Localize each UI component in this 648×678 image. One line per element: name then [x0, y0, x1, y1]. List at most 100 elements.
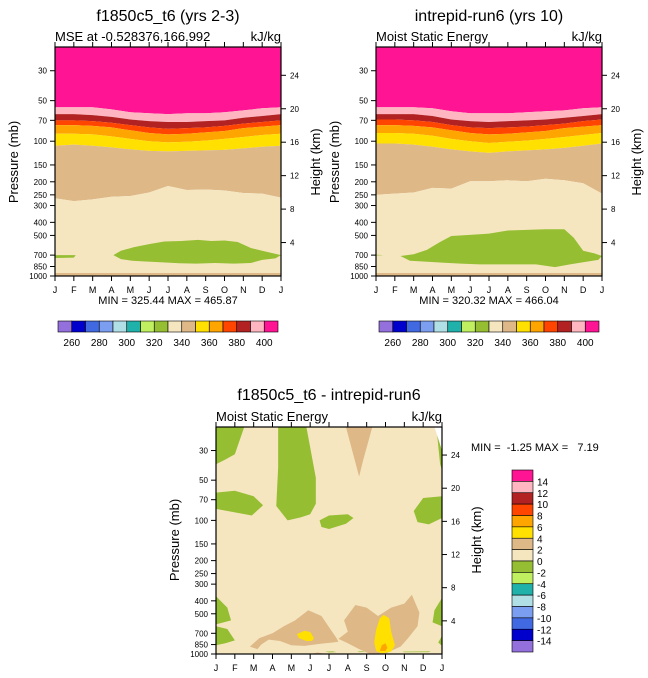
colorbar-swatch [57, 320, 73, 333]
y-tick-label: 1000 [29, 272, 47, 281]
y-tick-label: 150 [34, 161, 48, 170]
contour-region [216, 427, 245, 465]
y-tick-label: 300 [34, 202, 48, 211]
y-tick-label: 300 [355, 202, 369, 211]
colorbar-swatch [208, 320, 224, 333]
x-tick-label: F [232, 663, 238, 673]
colorbar-swatch [140, 320, 155, 333]
colorbar-swatch [461, 320, 476, 333]
colorbar-label: 360 [522, 338, 539, 349]
colorbar-swatch [392, 320, 407, 333]
colorbar-label: 8 [537, 512, 543, 523]
y-tick-label: 700 [195, 629, 209, 638]
colorbar-swatch [85, 320, 100, 333]
contour-region [438, 635, 442, 646]
panel-model-a: f1850c5_t6 (yrs 2-3) MSE at -0.528376,16… [6, 8, 323, 349]
colorbar-swatch [378, 320, 394, 333]
contour-band [55, 120, 281, 135]
contour-region [345, 427, 373, 477]
y-right-tick-label: 16 [451, 517, 460, 526]
contour-band [376, 143, 602, 195]
y-tick-label: 150 [355, 161, 369, 170]
x-tick-label: J [468, 285, 473, 295]
colorbar-label: 280 [91, 338, 108, 349]
x-tick-label: J [147, 285, 152, 295]
contour-region [374, 614, 395, 654]
y-tick-label: 300 [195, 580, 209, 589]
colorbar-label: 400 [256, 338, 273, 349]
colorbar-label: -12 [537, 625, 552, 636]
right-string: kJ/kg [251, 29, 281, 44]
y-tick-label: 70 [359, 116, 368, 125]
y-tick-label: 100 [195, 516, 209, 525]
y-tick-label: 200 [34, 178, 48, 187]
x-tick-label: M [448, 285, 456, 295]
x-tick-label: A [505, 285, 511, 295]
stats-label: MIN = 325.44 MAX = 465.87 [98, 295, 237, 307]
colorbar-label: 320 [146, 338, 163, 349]
panel-difference: f1850c5_t6 - intrepid-run6 Moist Static … [167, 387, 599, 673]
left-string: Moist Static Energy [376, 29, 488, 44]
contour-region [216, 490, 264, 516]
stats-label: MIN = -1.25 MAX = 7.19 [471, 442, 599, 454]
y-axis-label: Pressure (mb) [327, 121, 342, 203]
contour-band [376, 272, 602, 276]
colorbar-swatch [543, 320, 559, 333]
colorbar-swatch [516, 320, 531, 333]
colorbar-swatch [511, 628, 534, 641]
contour-region [379, 643, 388, 652]
y-tick-label: 150 [195, 540, 209, 549]
y-axis-right-label: Height (km) [629, 128, 644, 195]
contour-region [55, 255, 76, 258]
colorbar-swatch [571, 320, 586, 333]
colorbar-label: 260 [63, 338, 80, 349]
colorbar-label: 380 [228, 338, 245, 349]
panel-title: f1850c5_t6 (yrs 2-3) [96, 8, 239, 25]
y-tick-label: 100 [34, 137, 48, 146]
contour-region [325, 651, 337, 653]
y-tick-label: 500 [34, 231, 48, 240]
x-tick-label: J [214, 663, 219, 673]
x-tick-label: D [580, 285, 587, 295]
contour-region [400, 229, 602, 268]
contour-band [376, 107, 602, 122]
y-tick-label: 200 [195, 557, 209, 566]
colorbar-swatch [557, 320, 572, 333]
colorbar-swatch [511, 537, 534, 550]
x-tick-label: M [127, 285, 135, 295]
y-tick-label: 700 [355, 251, 369, 260]
colorbar-label: 14 [537, 477, 549, 488]
x-tick-label: O [382, 663, 389, 673]
x-tick-label: S [203, 285, 209, 295]
y-tick-label: 850 [34, 262, 48, 271]
x-tick-label: O [542, 285, 549, 295]
y-tick-label: 50 [359, 97, 368, 106]
contour-fills [55, 47, 281, 276]
colorbar-swatch [502, 320, 517, 333]
colorbar-swatch [126, 320, 141, 333]
colorbar-swatch [406, 320, 421, 333]
y-right-tick-label: 16 [611, 138, 620, 147]
y-tick-label: 400 [34, 218, 48, 227]
x-tick-label: A [269, 663, 275, 673]
y-right-tick-label: 4 [451, 617, 456, 626]
colorbar-swatch [474, 320, 490, 333]
contour-plot: J F M A M J J A S O N D J 30 50 70 100 150 200 250 300 400 500… [350, 42, 620, 295]
colorbar-swatch [263, 320, 279, 333]
x-tick-label: J [53, 285, 58, 295]
x-tick-label: J [600, 285, 605, 295]
contour-region [249, 610, 339, 650]
contour-region [216, 596, 232, 625]
colorbar: 260 280 300 320 340 360 380 400 [378, 320, 600, 349]
x-tick-label: J [308, 663, 313, 673]
x-tick-label: J [487, 285, 492, 295]
y-right-tick-label: 24 [451, 451, 460, 460]
y-tick-label: 1000 [350, 272, 368, 281]
contour-band [55, 133, 281, 152]
colorbar-swatch [181, 320, 196, 333]
y-tick-label: 500 [355, 231, 369, 240]
colorbar-label: 280 [412, 338, 429, 349]
colorbar-label: 380 [549, 338, 566, 349]
y-right-tick-label: 12 [290, 172, 299, 181]
x-tick-label: D [420, 663, 427, 673]
